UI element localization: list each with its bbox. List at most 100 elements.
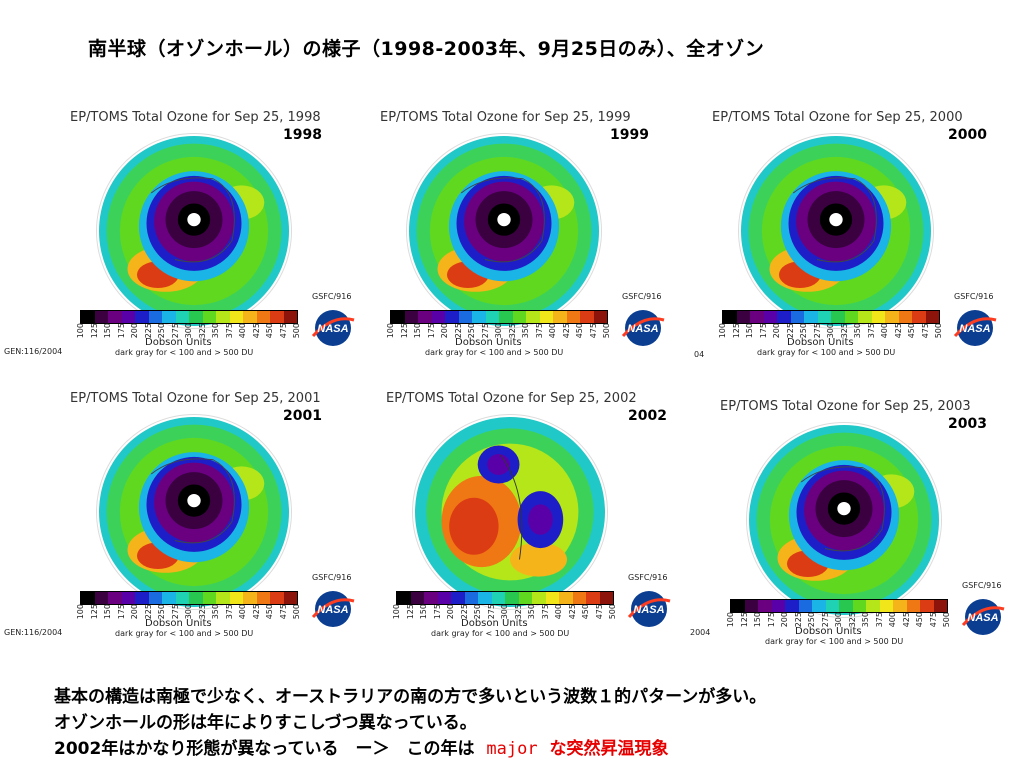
body-line-3: 2002年はかなり形態が異なっている ー＞ この年は major な突然昇温現象 — [54, 734, 669, 759]
color-scale-swatch — [175, 592, 189, 604]
color-scale-tick: 175 — [432, 604, 442, 620]
color-scale-tick: 300 — [184, 604, 193, 620]
units-label: Dobson Units — [787, 337, 854, 348]
color-scale-swatch — [750, 311, 764, 323]
panel-title: EP/TOMS Total Ozone for Sep 25, 1998 — [70, 110, 321, 125]
color-scale-swatch — [148, 592, 162, 604]
color-scale-swatch — [736, 311, 750, 323]
panel-year: 2000 — [948, 127, 987, 143]
panel-year: 1999 — [610, 127, 649, 143]
color-scale-swatch — [898, 311, 912, 323]
ozone-panel-2002: EP/TOMS Total Ozone for Sep 25, 2002 200 2… — [386, 391, 686, 656]
color-scale-tick: 200 — [130, 604, 139, 620]
color-scale-swatch — [270, 311, 284, 323]
color-scale-tick: 475 — [278, 323, 288, 339]
color-scale-tick: 250 — [473, 604, 482, 620]
units-label: Dobson Units — [145, 337, 212, 348]
color-scale-swatch — [458, 311, 472, 323]
color-scale-swatch — [852, 600, 866, 612]
color-scale-tick: 500 — [934, 323, 943, 339]
color-scale-swatch — [925, 311, 939, 323]
color-scale-swatch — [445, 311, 459, 323]
color-scale-swatch — [723, 311, 737, 323]
color-scale-swatch — [844, 311, 858, 323]
color-scale-tick: 250 — [157, 323, 166, 339]
color-scale-swatch — [831, 311, 845, 323]
color-scale-tick: 325 — [507, 323, 517, 339]
color-scale-tick: 175 — [116, 323, 126, 339]
color-scale-swatch — [81, 592, 95, 604]
credit-label: GSFC/916 — [628, 573, 668, 582]
color-scale-tick: 325 — [839, 323, 849, 339]
color-scale-tick: 500 — [602, 323, 611, 339]
scale-note: dark gray for < 100 and > 500 DU — [765, 637, 904, 646]
color-scale-tick: 225 — [459, 604, 469, 620]
color-scale-tick: 325 — [847, 612, 857, 628]
color-scale-swatch — [933, 600, 947, 612]
units-label: Dobson Units — [145, 618, 212, 629]
color-scale-tick: 425 — [567, 604, 577, 620]
color-scale-tick: 350 — [527, 604, 536, 620]
color-scale-swatch — [270, 592, 284, 604]
panel-title: EP/TOMS Total Ozone for Sep 25, 2002 — [386, 391, 637, 406]
color-scale-swatch — [216, 592, 230, 604]
color-scale-tick: 375 — [540, 604, 550, 620]
color-scale-tick: 300 — [494, 323, 503, 339]
units-label: Dobson Units — [461, 618, 528, 629]
color-scale-swatch — [866, 600, 880, 612]
color-scale-swatch — [871, 311, 885, 323]
body-line-3-part-a: 2002年はかなり形態が異なっている ー＞ この年は — [54, 739, 475, 759]
color-scale-swatch — [572, 592, 586, 604]
color-scale-swatch — [121, 592, 135, 604]
color-scale-tick: 475 — [594, 604, 604, 620]
credit-label: GSFC/916 — [962, 581, 1002, 590]
color-scale-tick: 125 — [399, 323, 409, 339]
color-scale-tick: 100 — [76, 604, 85, 620]
color-scale-tick: 225 — [453, 323, 463, 339]
color-scale-swatch — [229, 311, 243, 323]
color-scale-bar — [80, 591, 298, 605]
color-scale-swatch — [825, 600, 839, 612]
color-scale-tick: 150 — [103, 323, 112, 339]
color-scale-swatch — [162, 311, 176, 323]
color-scale-bar — [396, 591, 614, 605]
nasa-logo-icon: NASA — [958, 595, 1008, 639]
credit-label: GSFC/916 — [622, 292, 662, 301]
body-line-2: オゾンホールの形は年によりすこしづつ異なっている。 — [54, 713, 477, 733]
color-scale-tick: 200 — [446, 604, 455, 620]
body-line-3-major: major — [486, 739, 538, 759]
color-scale-tick: 500 — [942, 612, 951, 628]
color-scale-tick: 400 — [554, 604, 563, 620]
color-scale-tick: 100 — [718, 323, 727, 339]
color-scale-tick: 375 — [224, 604, 234, 620]
nasa-logo-icon: NASA — [950, 306, 1000, 350]
color-scale-tick: 175 — [426, 323, 436, 339]
color-scale-swatch — [283, 311, 297, 323]
color-scale-swatch — [148, 311, 162, 323]
color-scale-swatch — [391, 311, 405, 323]
color-scale-tick: 350 — [211, 323, 220, 339]
color-scale-tick: 150 — [753, 612, 762, 628]
color-scale-swatch — [485, 311, 499, 323]
color-scale-swatch — [410, 592, 424, 604]
units-label: Dobson Units — [455, 337, 522, 348]
color-scale-swatch — [858, 311, 872, 323]
color-scale-tick: 150 — [103, 604, 112, 620]
color-scale-tick: 175 — [116, 604, 126, 620]
color-scale-swatch — [920, 600, 934, 612]
color-scale-tick: 275 — [820, 612, 830, 628]
color-scale-tick: 375 — [874, 612, 884, 628]
color-scale-tick: 500 — [608, 604, 617, 620]
color-scale-swatch — [744, 600, 758, 612]
color-scale-swatch — [189, 311, 203, 323]
color-scale-tick: 425 — [251, 604, 261, 620]
color-scale-swatch — [798, 600, 812, 612]
body-line-1: 基本の構造は南極で少なく、オーストラリアの南の方で多いという波数１的パターンが多… — [54, 687, 767, 707]
color-scale-swatch — [256, 311, 270, 323]
color-scale-tick: 400 — [238, 604, 247, 620]
color-scale-tick: 100 — [386, 323, 395, 339]
ozone-panel-1999: EP/TOMS Total Ozone for Sep 25, 1999 1999… — [380, 110, 680, 375]
color-scale-tick: 275 — [170, 323, 180, 339]
svg-text:NASA: NASA — [967, 612, 998, 624]
color-scale-tick: 450 — [915, 612, 924, 628]
